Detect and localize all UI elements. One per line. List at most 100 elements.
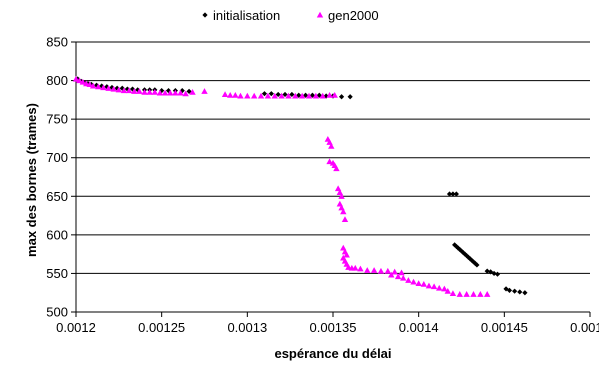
y-tick-label: 750 [46,112,68,127]
data-point-gen2000 [105,85,112,91]
data-point-initialisation [289,91,295,98]
data-point-gen2000 [477,291,484,297]
data-point-initialisation [491,270,497,277]
y-tick-label: 850 [46,35,68,50]
x-tick-label: 0.0015 [570,320,599,335]
data-point-gen2000 [79,78,87,85]
data-point-gen2000 [120,87,128,94]
data-point-initialisation [296,92,302,98]
data-point-gen2000 [398,269,405,276]
y-tick-label: 650 [46,189,68,204]
data-point-gen2000 [449,290,457,297]
data-point-gen2000 [484,291,491,297]
data-point-gen2000 [410,278,417,285]
data-point-initialisation [186,88,192,94]
data-point-gen2000 [89,82,97,89]
data-point-gen2000 [115,86,123,93]
data-point-gen2000 [278,92,285,99]
gridlines [76,41,590,313]
data-point-initialisation [316,92,322,98]
data-point-gen2000 [333,165,340,172]
data-point-initialisation [309,92,316,98]
data-point-gen2000 [151,88,159,95]
data-point-gen2000 [201,88,208,94]
data-point-gen2000 [131,88,138,94]
data-point-gen2000 [72,75,80,82]
y-tick-label: 500 [46,305,68,320]
data-point-initialisation [457,246,463,253]
x-axis-title: espérance du délai [274,346,391,361]
data-point-initialisation [268,91,274,97]
x-tick-label: 0.00135 [310,320,357,335]
data-point-gen2000 [141,88,148,95]
data-point-gen2000 [340,208,347,215]
data-point-initialisation [522,290,528,296]
data-point-gen2000 [146,88,153,95]
data-point-gen2000 [319,92,326,99]
data-point-gen2000 [244,92,251,99]
data-point-gen2000 [305,92,313,99]
axes [71,41,591,317]
data-point-gen2000 [444,287,451,294]
data-point-gen2000 [95,83,102,90]
series-initialisation [75,76,528,296]
data-point-initialisation [474,262,480,268]
data-point-initialisation [506,287,513,293]
data-point-initialisation [446,191,453,197]
data-point-gen2000 [250,92,258,99]
data-point-initialisation [347,94,353,100]
data-point-gen2000 [312,92,320,99]
data-point-initialisation [464,253,470,259]
data-point-gen2000 [177,89,184,96]
data-point-initialisation [453,191,459,197]
data-point-gen2000 [161,89,169,96]
data-point-gen2000 [388,271,395,278]
x-tick-label: 0.00125 [138,320,185,335]
data-point-gen2000 [298,92,306,99]
data-point-gen2000 [370,267,378,273]
data-point-gen2000 [257,92,265,99]
data-point-gen2000 [326,92,333,98]
data-point-gen2000 [430,283,438,290]
legend-label-initialisation: initialisation [213,8,280,23]
data-point-gen2000 [326,158,333,165]
data-point-initialisation [517,289,523,295]
data-point-gen2000 [100,84,107,91]
data-point-gen2000 [400,274,407,281]
data-point-gen2000 [221,91,229,98]
data-point-gen2000 [167,89,174,96]
data-points [72,75,528,297]
data-point-gen2000 [264,92,272,99]
y-tick-label: 700 [46,150,68,165]
data-point-gen2000 [271,92,278,99]
data-point-gen2000 [182,90,189,97]
data-point-gen2000 [456,291,463,297]
data-point-gen2000 [189,88,196,95]
data-point-initialisation [462,251,468,257]
data-point-gen2000 [391,268,398,275]
data-point-gen2000 [394,273,402,280]
x-tick-label: 0.0013 [227,320,267,335]
x-tick-label: 0.00145 [481,320,528,335]
data-point-initialisation [282,91,288,98]
data-point-gen2000 [227,92,234,98]
data-point-initialisation [104,84,110,90]
tick-labels: 500 550 600 650 700 750 800 850 0.0012 0.00125 0.0… [46,35,599,336]
data-point-initialisation [455,245,461,251]
data-point-gen2000 [110,85,117,92]
data-point-gen2000 [86,81,93,87]
data-point-initialisation [484,268,490,274]
data-point-initialisation [453,243,459,250]
data-point-gen2000 [405,277,412,283]
data-point-gen2000 [156,89,164,96]
series-gen2000 [72,75,491,297]
data-point-gen2000 [425,282,433,289]
data-point-gen2000 [415,280,422,287]
data-point-initialisation [338,94,345,100]
data-point-initialisation [512,288,518,294]
legend: initialisation gen2000 [202,8,379,23]
data-point-gen2000 [436,284,443,291]
x-tick-label: 0.0012 [56,320,96,335]
y-tick-label: 550 [46,266,68,281]
